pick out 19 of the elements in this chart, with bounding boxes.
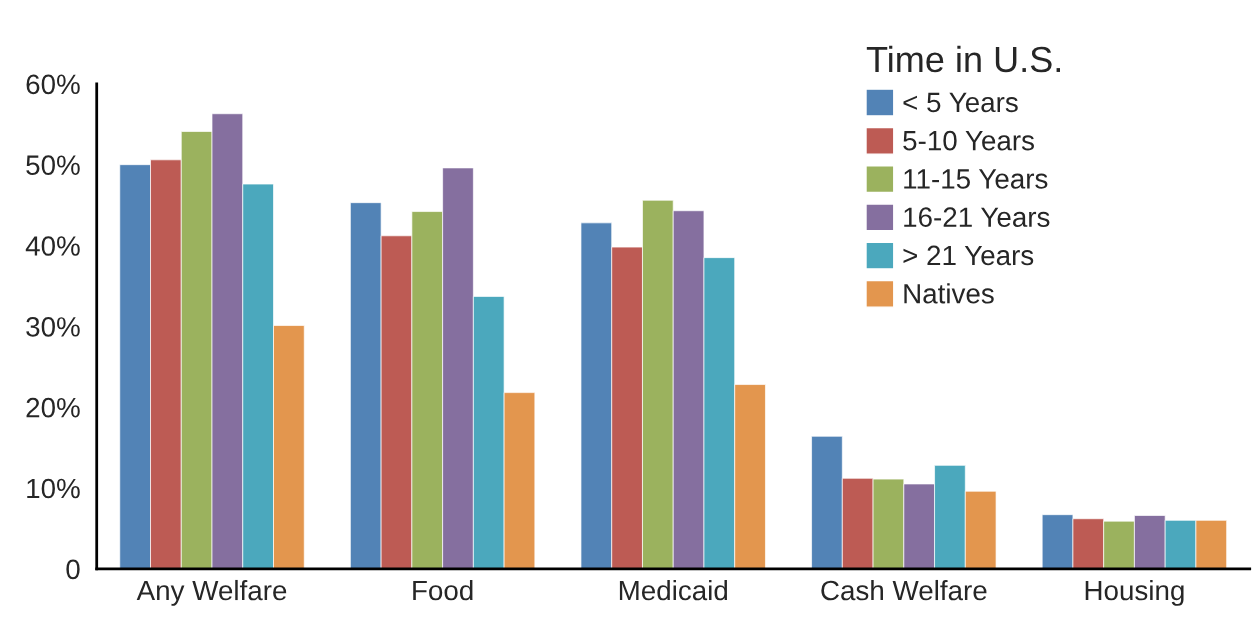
y-tick-label: 60% [26,74,80,95]
y-tick-label: 20% [26,397,80,418]
x-tick-label: Cash Welfare [821,579,987,601]
legend-label: > 21 Years [903,245,1034,266]
y-tick-label: 10% [27,478,80,499]
legend-label: 11-15 Years [904,169,1048,189]
legend-label: 5-10 Years [903,130,1034,151]
x-tick-label: Food [413,579,473,601]
y-tick-label: 0 [66,559,80,580]
x-tick-label: Housing [1085,579,1184,606]
x-tick-label: Medicaid [619,579,728,601]
legend-title: Time in U.S. [866,45,1061,73]
legend-label: 16-21 Years [904,207,1050,228]
legend-label: Natives [904,283,994,304]
y-tick-label: 40% [25,236,80,256]
y-tick-label: 50% [26,155,80,176]
x-tick-label: Any Welfare [136,579,287,606]
y-tick-label: 30% [26,317,80,337]
legend-label: < 5 Years [903,92,1018,113]
